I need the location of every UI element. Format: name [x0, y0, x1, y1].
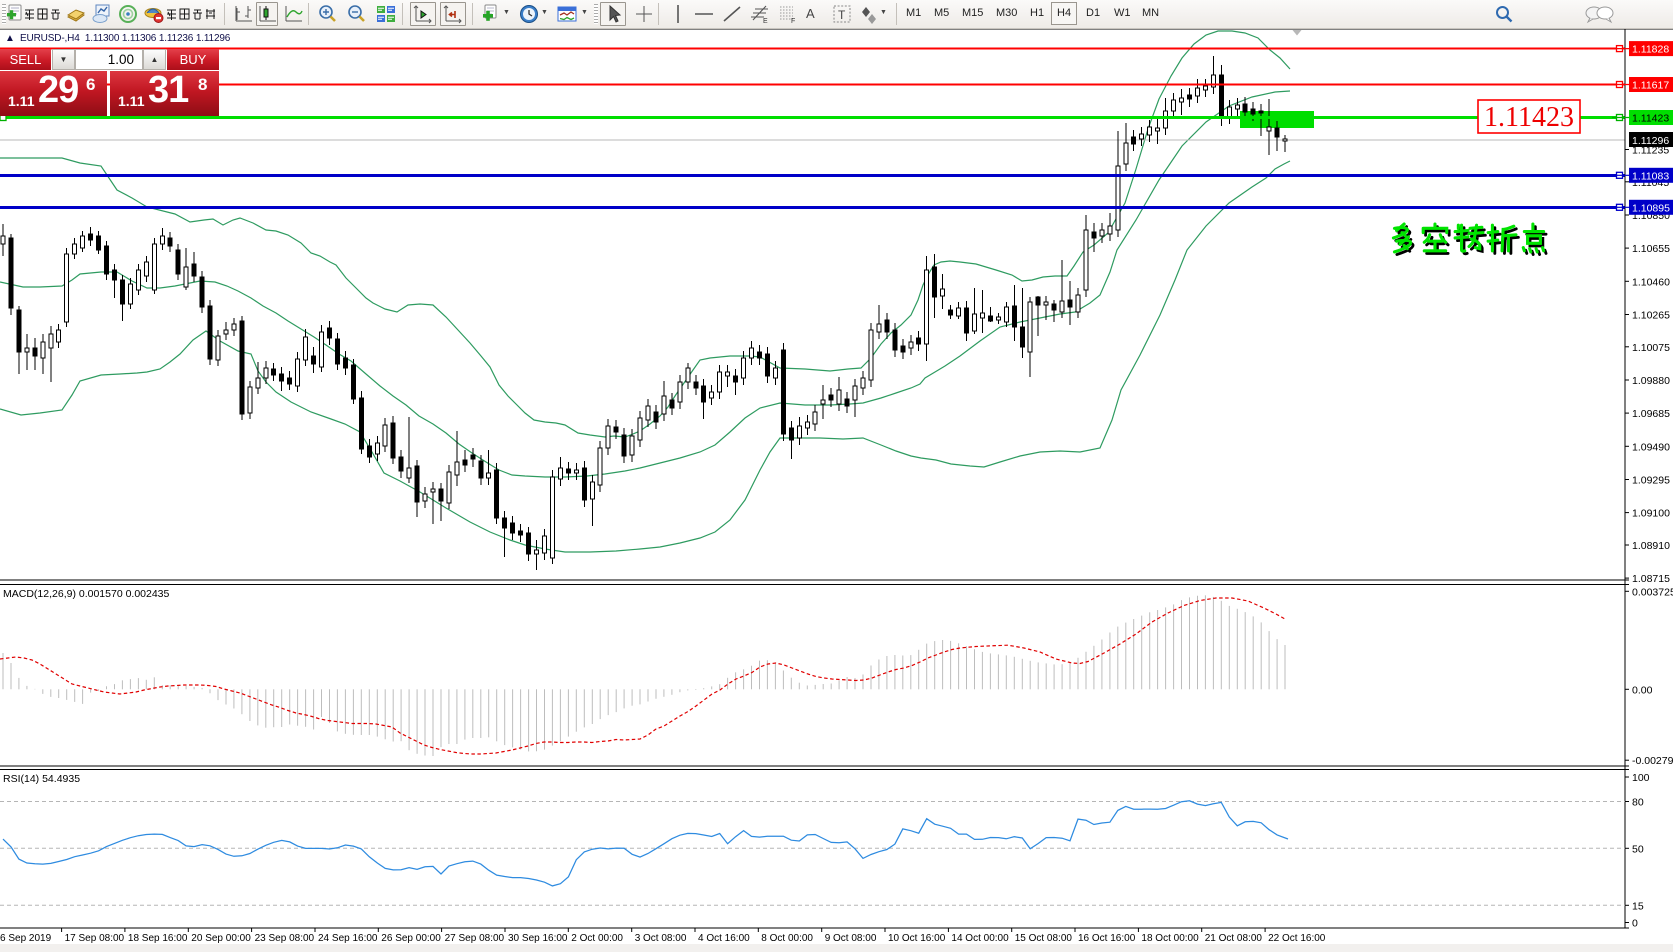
svg-text:F: F [791, 18, 795, 24]
svg-text:0.00: 0.00 [1632, 684, 1653, 696]
svg-text:1.11296: 1.11296 [1632, 135, 1669, 147]
svg-text:22 Oct 16:00: 22 Oct 16:00 [1268, 933, 1326, 944]
svg-text:1.10460: 1.10460 [1632, 276, 1670, 288]
svg-text:17 Sep 08:00: 17 Sep 08:00 [65, 933, 125, 944]
svg-text:3 Oct 08:00: 3 Oct 08:00 [635, 933, 687, 944]
svg-text:1.09685: 1.09685 [1632, 408, 1670, 420]
svg-text:1.11828: 1.11828 [1632, 44, 1669, 56]
svg-text:8 Oct 00:00: 8 Oct 00:00 [761, 933, 813, 944]
svg-text:16 Oct 16:00: 16 Oct 16:00 [1078, 933, 1136, 944]
svg-text:4 Oct 16:00: 4 Oct 16:00 [698, 933, 750, 944]
svg-text:1.10075: 1.10075 [1632, 342, 1670, 354]
svg-text:14 Oct 00:00: 14 Oct 00:00 [951, 933, 1009, 944]
svg-text:1.09100: 1.09100 [1632, 508, 1670, 520]
svg-text:1.09295: 1.09295 [1632, 475, 1670, 487]
svg-text:20 Sep 00:00: 20 Sep 00:00 [191, 933, 251, 944]
svg-text:1.10895: 1.10895 [1632, 202, 1670, 214]
svg-text:18 Sep 16:00: 18 Sep 16:00 [128, 933, 188, 944]
svg-text:10 Oct 16:00: 10 Oct 16:00 [888, 933, 946, 944]
svg-text:1.09880: 1.09880 [1632, 375, 1670, 387]
svg-text:-0.002794: -0.002794 [1632, 755, 1673, 767]
svg-text:1.11423: 1.11423 [1632, 113, 1669, 125]
svg-text:0.003725: 0.003725 [1632, 586, 1673, 598]
svg-text:0: 0 [1632, 918, 1638, 930]
svg-text:15: 15 [1632, 900, 1644, 912]
svg-text:E: E [763, 18, 768, 24]
svg-text:9 Oct 08:00: 9 Oct 08:00 [825, 933, 877, 944]
svg-text:21 Oct 08:00: 21 Oct 08:00 [1205, 933, 1263, 944]
svg-text:6 Sep 2019: 6 Sep 2019 [0, 933, 52, 944]
svg-text:1.10265: 1.10265 [1632, 310, 1670, 322]
svg-text:26 Sep 00:00: 26 Sep 00:00 [381, 933, 441, 944]
svg-text:15 Oct 08:00: 15 Oct 08:00 [1015, 933, 1073, 944]
svg-text:1.09490: 1.09490 [1632, 441, 1670, 453]
svg-text:2 Oct 00:00: 2 Oct 00:00 [571, 933, 623, 944]
svg-text:1.11423: 1.11423 [1484, 102, 1574, 133]
svg-text:23 Sep 08:00: 23 Sep 08:00 [255, 933, 315, 944]
svg-text:24 Sep 16:00: 24 Sep 16:00 [318, 933, 378, 944]
svg-text:T: T [838, 8, 846, 22]
svg-text:30 Sep 16:00: 30 Sep 16:00 [508, 933, 568, 944]
svg-text:100: 100 [1632, 772, 1650, 784]
svg-text:1.11083: 1.11083 [1632, 170, 1669, 182]
svg-text:1.11235: 1.11235 [1632, 145, 1669, 157]
svg-text:1.10655: 1.10655 [1632, 243, 1670, 255]
svg-text:1.08910: 1.08910 [1632, 540, 1670, 552]
svg-text:MACD(12,26,9) 0.001570 0.00243: MACD(12,26,9) 0.001570 0.002435 [3, 588, 170, 600]
svg-text:1.11617: 1.11617 [1632, 80, 1669, 92]
svg-text:18 Oct 00:00: 18 Oct 00:00 [1141, 933, 1199, 944]
svg-text:80: 80 [1632, 797, 1644, 809]
svg-text:1.08715: 1.08715 [1632, 573, 1670, 585]
svg-text:50: 50 [1632, 843, 1644, 855]
svg-text:RSI(14) 54.4935: RSI(14) 54.4935 [3, 773, 80, 785]
svg-text:27 Sep 08:00: 27 Sep 08:00 [445, 933, 505, 944]
